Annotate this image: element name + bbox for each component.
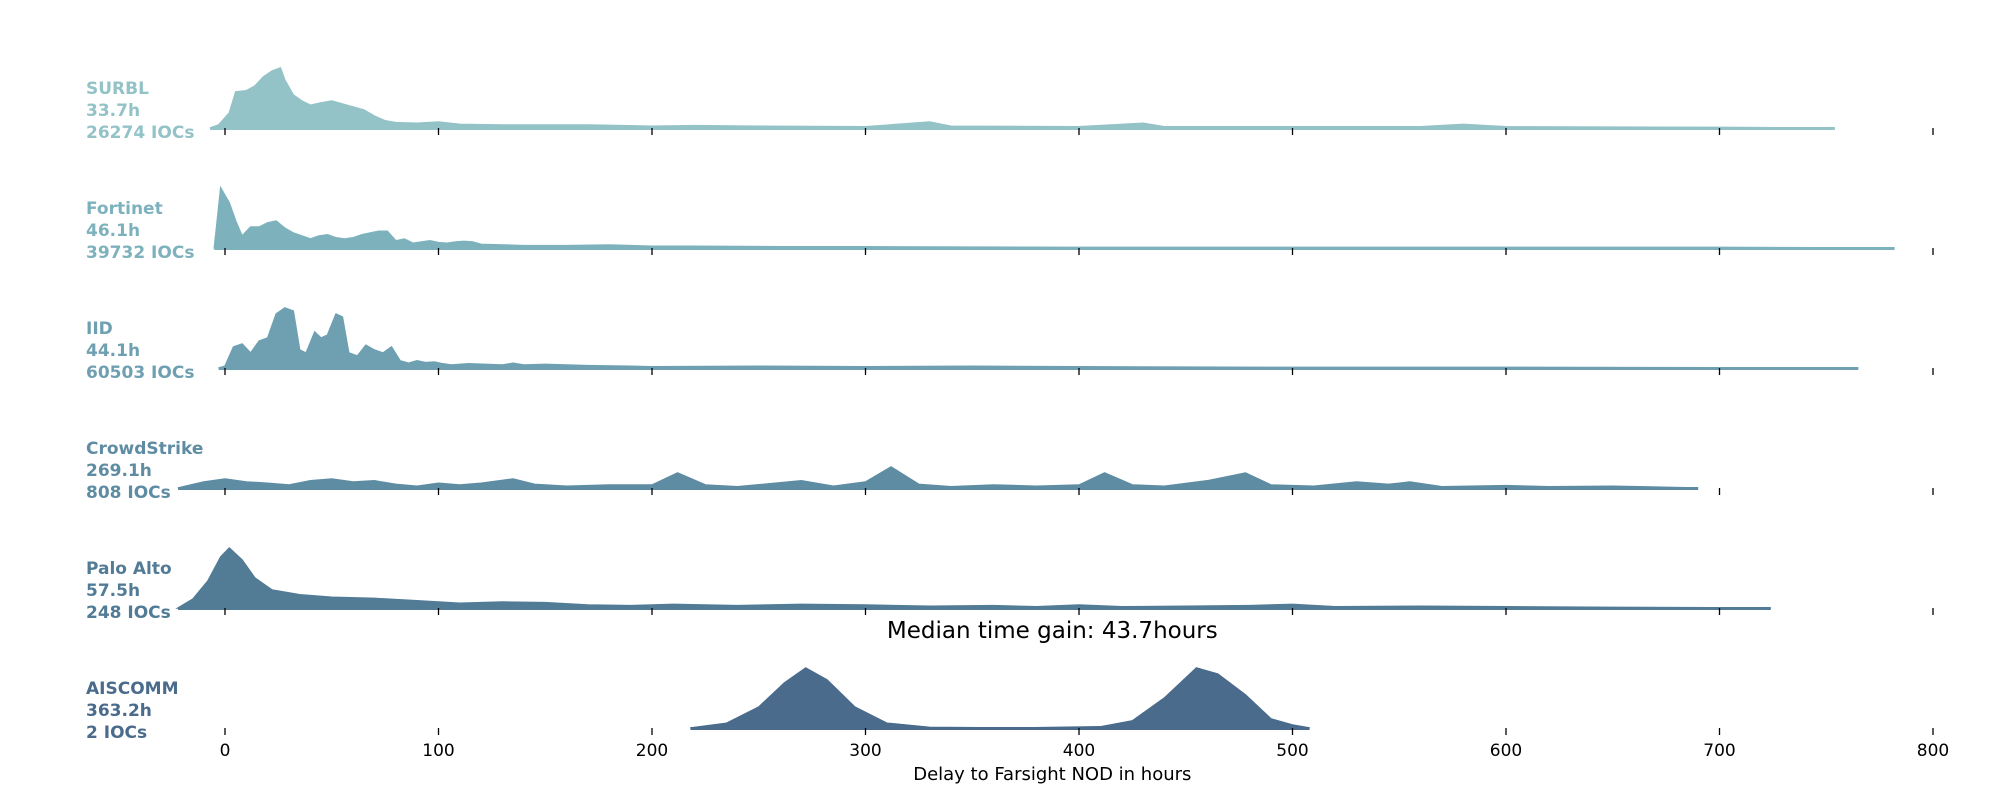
series-name: CrowdStrike <box>86 439 203 459</box>
x-tick-label: 200 <box>636 741 668 761</box>
density-area <box>175 546 1771 609</box>
density-area <box>218 307 1859 369</box>
series-count: 2 IOCs <box>86 723 147 743</box>
series-count: 248 IOCs <box>86 603 171 623</box>
series-name: AISCOMM <box>86 679 179 699</box>
x-tick-label: 600 <box>1490 741 1522 761</box>
x-tick-label: 300 <box>849 741 881 761</box>
density-area <box>177 466 1699 489</box>
density-area <box>209 67 1835 129</box>
series-count: 808 IOCs <box>86 483 171 503</box>
series-name: Fortinet <box>86 199 163 219</box>
density-area <box>690 667 1310 729</box>
series-median: 33.7h <box>86 101 140 121</box>
x-tick-label: 400 <box>1063 741 1095 761</box>
series-median: 44.1h <box>86 341 140 361</box>
series-name: SURBL <box>86 79 149 99</box>
series-name: IID <box>86 319 113 339</box>
series-median: 363.2h <box>86 701 152 721</box>
series-count: 26274 IOCs <box>86 123 194 143</box>
x-tick-label: 800 <box>1917 741 1949 761</box>
series-count: 60503 IOCs <box>86 363 194 383</box>
series-name: Palo Alto <box>86 559 172 579</box>
x-tick-label: 700 <box>1703 741 1735 761</box>
density-area <box>213 185 1895 249</box>
series-median: 46.1h <box>86 221 140 241</box>
series-median: 57.5h <box>86 581 140 601</box>
x-tick-label: 500 <box>1276 741 1308 761</box>
x-tick-label: 100 <box>422 741 454 761</box>
x-axis-label: Delay to Farsight NOD in hours <box>913 764 1191 785</box>
x-tick-label: 0 <box>220 741 231 761</box>
series-count: 39732 IOCs <box>86 243 194 263</box>
series-median: 269.1h <box>86 461 152 481</box>
median-annotation: Median time gain: 43.7hours <box>887 618 1218 644</box>
